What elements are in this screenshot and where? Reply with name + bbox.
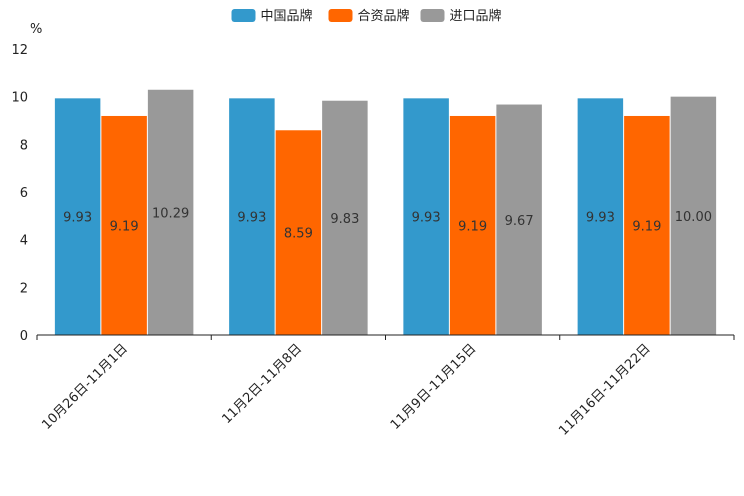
bar (54, 98, 101, 336)
bar-value-label: 10.29 (152, 206, 189, 221)
y-tick-label: 12 (11, 43, 28, 58)
bar-value-label: 9.67 (505, 214, 534, 229)
bar (275, 130, 322, 335)
y-tick-label: 0 (20, 329, 28, 344)
bar (577, 98, 624, 336)
bar-value-label: 9.93 (63, 211, 92, 226)
bar-value-label: 9.93 (412, 211, 441, 226)
y-tick-label: 2 (20, 281, 28, 296)
legend-item: 合资品牌 (328, 8, 410, 24)
y-tick-label: 8 (20, 138, 28, 153)
bar-value-label: 9.83 (330, 212, 359, 227)
bar (403, 98, 449, 336)
x-tick-label: 10月26日-11月1日 (39, 341, 131, 433)
legend-label: 合资品牌 (358, 8, 410, 24)
x-axis: 10月26日-11月1日 11月2日-11月8日 11月9日-11月15日 11月16… (36, 334, 735, 439)
bar-value-label: 9.19 (110, 219, 139, 234)
legend-item: 中国品牌 (231, 8, 313, 24)
x-tick-label: 11月9日-11月15日 (388, 341, 480, 433)
bar (449, 115, 496, 335)
bar-value-label: 9.19 (632, 219, 661, 234)
bar (101, 115, 147, 335)
bar-value-label: 10.00 (675, 210, 712, 225)
bar (496, 104, 542, 335)
bar-value-label: 9.19 (458, 219, 487, 234)
legend-swatch (231, 9, 256, 22)
bar (229, 98, 275, 336)
y-tick-label: 10 (11, 91, 28, 106)
legend-item: 进口品牌 (420, 8, 502, 24)
bar (624, 115, 670, 335)
y-tick-label: 4 (20, 234, 28, 249)
bar-value-label: 9.93 (586, 211, 615, 226)
legend-label: 中国品牌 (261, 8, 313, 24)
bar-value-label: 8.59 (284, 227, 313, 242)
bar (670, 96, 717, 336)
y-axis-unit-label: % (30, 22, 42, 37)
x-tick-label: 11月16日-11月22日 (556, 341, 653, 438)
legend-swatch (420, 9, 445, 22)
bar-value-label: 9.93 (237, 211, 266, 226)
bar (147, 89, 194, 335)
bar (322, 100, 368, 336)
y-tick-label: 6 (20, 186, 28, 201)
x-tick-label: 11月2日-11月8日 (219, 341, 305, 427)
legend-swatch (328, 9, 353, 22)
legend-label: 进口品牌 (450, 8, 502, 24)
y-axis: 0 2 4 6 8 10 12 (11, 43, 28, 344)
bars: 9.93 9.19 10.29 9.93 8.59 9.83 9.93 9.19 9.67 9.9… (54, 89, 717, 336)
legend: 中国品牌 合资品牌 进口品牌 (231, 8, 502, 24)
